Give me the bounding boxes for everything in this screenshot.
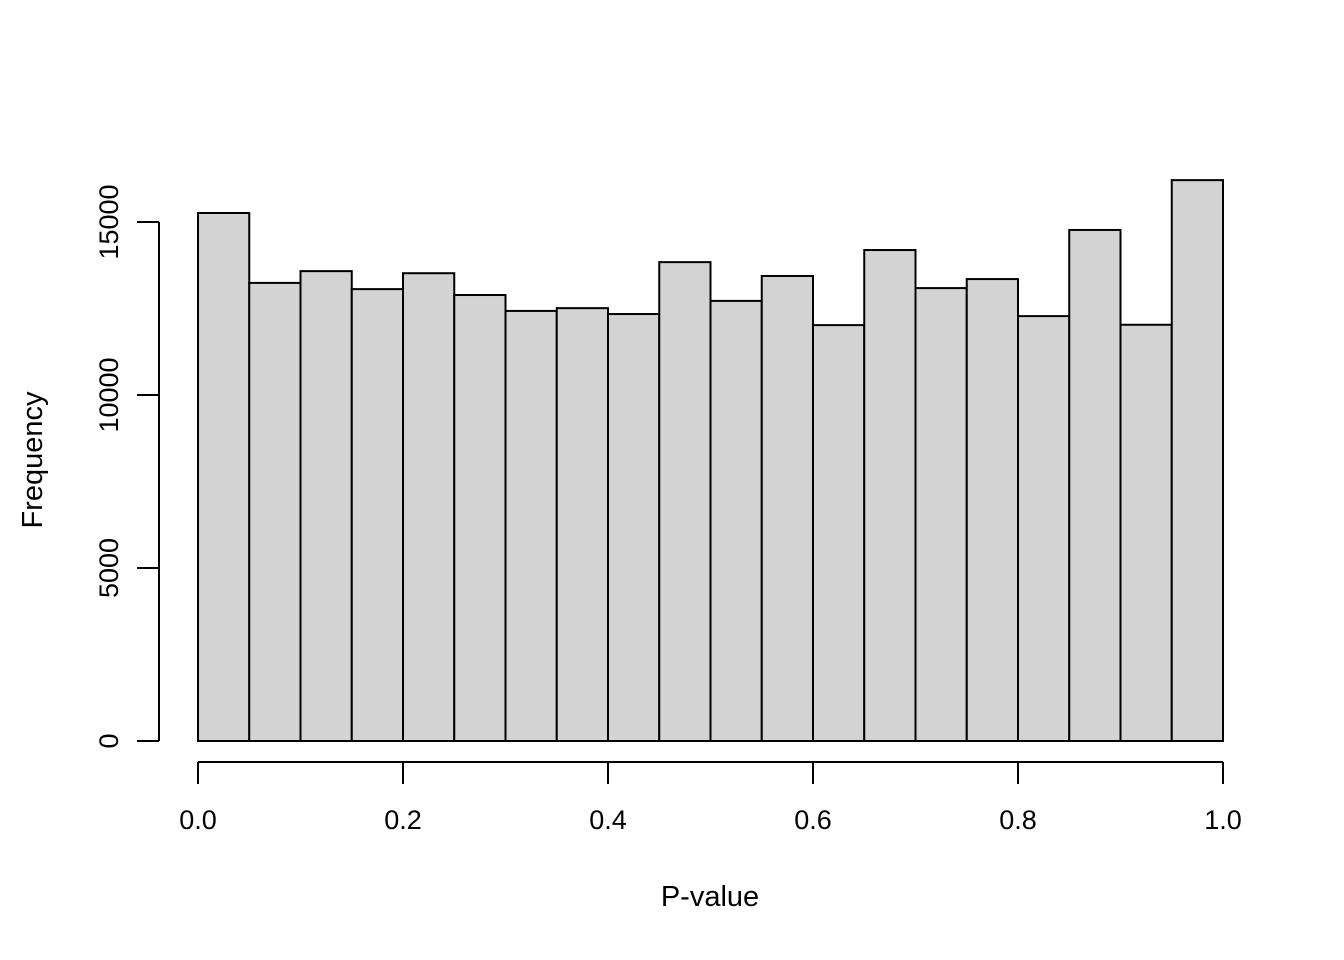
x-tick-label: 1.0: [1204, 805, 1242, 835]
x-tick-label: 0.8: [999, 805, 1037, 835]
histogram-bar: [914, 287, 968, 742]
bars-group: [197, 179, 1224, 743]
histogram-bar: [658, 261, 712, 742]
y-tick-label: 15000: [94, 184, 124, 259]
histogram-bar: [555, 307, 609, 742]
histogram-bar: [504, 309, 558, 742]
histogram-bar: [607, 313, 661, 742]
x-tick-label: 0.0: [179, 805, 217, 835]
histogram-bar: [812, 324, 866, 742]
x-axis: 0.0 0.2 0.4 0.6 0.8 1.0: [179, 761, 1242, 835]
histogram-bar: [402, 272, 456, 742]
histogram-bar: [299, 270, 353, 742]
histogram-bar: [965, 278, 1019, 742]
y-axis: 0 5000 10000 15000: [94, 184, 160, 749]
y-tick-label: 0: [94, 733, 124, 748]
y-axis-title: Frequency: [17, 391, 49, 529]
histogram-bar: [709, 299, 763, 742]
histogram-bar: [760, 274, 814, 742]
histogram-bar: [863, 249, 917, 742]
histogram-bar: [350, 288, 404, 742]
histogram-bar: [1170, 179, 1224, 742]
y-tick-label: 10000: [94, 357, 124, 432]
x-tick-label: 0.2: [384, 805, 422, 835]
x-tick-label: 0.6: [794, 805, 832, 835]
x-tick-label: 0.4: [589, 805, 627, 835]
histogram-bar: [1119, 323, 1173, 742]
histogram-bar: [453, 294, 507, 742]
histogram-bar: [1017, 315, 1071, 742]
x-axis-title: P-value: [661, 881, 759, 913]
histogram-bar: [197, 212, 251, 742]
histogram-bar: [248, 281, 302, 742]
y-tick-label: 5000: [94, 538, 124, 598]
histogram-bar: [1068, 228, 1122, 743]
